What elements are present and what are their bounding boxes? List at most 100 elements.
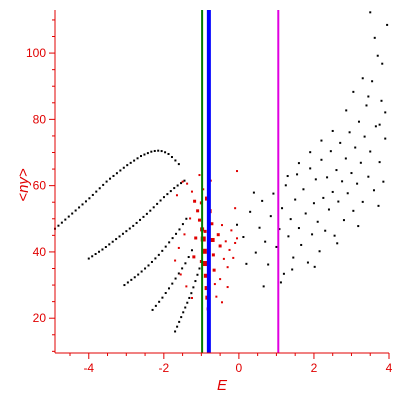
x-tick-label: 0 [236,361,243,375]
black-scatter-point [352,209,355,212]
red-scatter-point [222,257,225,260]
black-scatter-point [316,220,319,223]
black-scatter-point [320,139,323,142]
black-scatter-point [365,104,368,107]
curve-5-point [180,316,183,319]
curve-2-point [166,193,169,196]
curve-4-point [174,277,177,280]
black-scatter-point [278,228,281,231]
black-scatter-point [314,178,317,181]
curve-2-point [180,182,183,185]
red-scatter-point [192,255,196,259]
red-scatter-point [236,170,239,173]
curve-2-point [108,243,111,246]
curve-5-point [176,325,179,328]
red-scatter-point [221,224,223,227]
black-scatter-point [254,251,257,254]
red-scatter-point [175,194,178,197]
black-scatter-point [381,62,384,65]
curve-1-point [81,203,84,206]
black-scatter-point [373,36,376,39]
curve-4-point [167,287,170,290]
curve-1-point [146,152,149,155]
curve-4-point [158,300,161,303]
black-scatter-point [380,99,383,102]
red-scatter-point [226,286,229,289]
curve-1-point [95,190,98,193]
red-scatter-point [201,248,207,254]
curve-1-point [140,155,142,158]
curve-2-point [118,235,121,238]
black-scatter-point [245,262,248,265]
curve-2-point [159,199,162,202]
x-tick-label: -4 [83,361,94,375]
black-scatter-point [369,150,372,153]
black-scatter-point [371,80,374,83]
y-tick-label: 80 [33,112,47,126]
red-scatter-point [212,268,216,272]
red-scatter-point [181,180,184,183]
black-scatter-point [322,196,325,199]
black-scatter-point [258,226,261,229]
black-scatter-point [236,223,239,226]
curve-1-point [67,215,70,218]
red-scatter-point [203,229,207,233]
curve-1-point [105,180,108,183]
curve-2-point [142,215,145,218]
red-scatter-point [185,285,188,288]
black-scatter-point [287,235,290,238]
red-scatter-point [228,248,231,251]
curve-2-point [162,196,165,199]
curve-3-point [157,253,160,256]
black-scatter-point [313,265,316,268]
curve-3-point [130,278,133,281]
y-tick-label: 40 [33,245,47,259]
curve-4-point [181,267,184,270]
curve-2-point [91,255,94,258]
curve-4-point [161,296,164,299]
curve-5-point [182,311,185,314]
curve-3-point [147,264,150,267]
red-scatter-point [211,253,215,257]
black-scatter-point [352,90,355,93]
curve-4-point [190,249,193,252]
curve-1-point [60,221,63,224]
curve-1-point [133,159,136,162]
x-tick-label: 4 [386,361,393,375]
curve-1-point [164,151,167,154]
curve-1-point [153,149,156,152]
curve-3-point [168,241,171,244]
black-scatter-point [302,188,305,191]
red-scatter-point [224,240,227,243]
black-scatter-point [272,192,275,195]
black-scatter-point [337,200,340,203]
y-tick-label: 20 [33,311,47,325]
black-scatter-point [326,176,329,179]
black-scatter-point [374,125,377,128]
red-scatter-point [234,241,237,244]
curve-2-point [94,253,97,256]
curve-3-point [140,270,143,273]
curve-2-point [101,248,104,251]
black-scatter-point [335,169,338,172]
curve-2-point [115,238,118,241]
curve-1-point [143,153,146,156]
curve-1-point [129,161,132,164]
black-scatter-point [279,281,282,284]
curve-3-point [161,249,164,252]
curve-1-point [102,183,105,186]
curve-3-point [137,273,140,276]
curve-2-point [104,246,107,248]
black-scatter-point [289,218,292,221]
curve-5-point [196,273,199,276]
curve-4-point [151,308,154,311]
curve-1-point [136,157,139,160]
curve-2-point [128,227,131,230]
black-scatter-point [249,210,252,213]
black-scatter-point [309,151,312,154]
curve-1-point [174,159,177,162]
red-scatter-point [179,273,182,276]
curve-2-point [111,240,114,243]
data-layer [54,11,389,333]
curve-5-point [186,301,189,304]
